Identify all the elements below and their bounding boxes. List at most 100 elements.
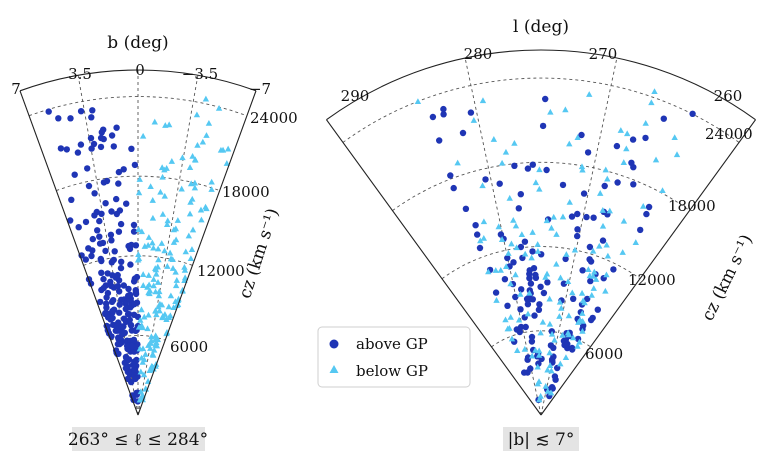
point-below-gp — [139, 132, 147, 139]
point-below-gp — [602, 287, 609, 294]
legend-marker-above — [329, 339, 339, 349]
arc-gridline — [56, 175, 220, 191]
point-below-gp — [596, 242, 603, 249]
right-angle-tick: 280 — [464, 45, 493, 63]
point-below-gp — [159, 312, 167, 319]
point-below-gp — [152, 341, 159, 348]
right-caption-box — [503, 427, 579, 451]
left-radius-tick: 18000 — [222, 183, 270, 201]
point-below-gp — [490, 136, 498, 142]
point-below-gp — [546, 295, 553, 302]
point-below-gp — [591, 268, 598, 275]
point-below-gp — [151, 118, 158, 125]
point-below-gp — [502, 148, 510, 155]
point-below-gp — [152, 335, 159, 342]
point-below-gp — [150, 351, 157, 358]
point-below-gp — [562, 354, 570, 361]
point-below-gp — [136, 396, 144, 403]
point-below-gp — [517, 290, 524, 297]
point-below-gp — [586, 272, 593, 279]
point-below-gp — [155, 256, 162, 263]
point-below-gp — [140, 371, 148, 378]
point-above-gp — [100, 179, 108, 186]
point-above-gp — [594, 306, 601, 313]
point-below-gp — [142, 351, 149, 357]
point-above-gp — [130, 348, 138, 355]
point-above-gp — [568, 213, 576, 220]
point-below-gp — [564, 329, 572, 336]
point-below-gp — [578, 163, 586, 170]
point-above-gp — [511, 162, 518, 169]
point-above-gp — [102, 200, 109, 207]
point-above-gp — [689, 110, 696, 118]
point-below-gp — [205, 119, 213, 126]
point-above-gp — [459, 129, 467, 137]
point-below-gp — [553, 260, 560, 267]
point-below-gp — [558, 304, 565, 311]
point-below-gp — [189, 226, 197, 233]
point-below-gp — [506, 194, 513, 201]
point-above-gp — [629, 136, 637, 143]
point-above-gp — [55, 115, 62, 122]
point-above-gp — [482, 176, 489, 183]
point-below-gp — [193, 111, 201, 118]
legend-frame — [317, 326, 471, 388]
point-above-gp — [57, 145, 65, 152]
point-below-gp — [574, 134, 581, 140]
point-above-gp — [472, 222, 479, 229]
point-below-gp — [169, 265, 177, 271]
point-above-gp — [517, 323, 525, 331]
point-below-gp — [506, 324, 513, 331]
point-above-gp — [97, 134, 105, 142]
point-above-gp — [521, 238, 529, 245]
point-below-gp — [534, 363, 541, 370]
point-below-gp — [640, 202, 647, 209]
point-below-gp — [202, 95, 210, 102]
point-below-gp — [566, 198, 573, 205]
point-below-gp — [569, 289, 576, 296]
point-below-gp — [673, 151, 681, 158]
point-below-gp — [198, 216, 205, 223]
point-below-gp — [470, 117, 478, 123]
point-below-gp — [642, 119, 649, 126]
point-above-gp — [128, 342, 136, 350]
point-below-gp — [199, 138, 207, 145]
point-below-gp — [564, 278, 572, 285]
point-below-gp — [163, 221, 171, 228]
point-below-gp — [159, 210, 167, 217]
point-above-gp — [74, 149, 82, 156]
point-above-gp — [126, 291, 134, 298]
point-below-gp — [619, 249, 626, 255]
point-above-gp — [116, 309, 123, 316]
point-below-gp — [548, 367, 555, 374]
point-above-gp — [98, 269, 105, 276]
point-above-gp — [526, 267, 533, 274]
point-below-gp — [147, 183, 154, 190]
point-above-gp — [82, 218, 90, 226]
point-below-gp — [174, 217, 182, 223]
point-below-gp — [551, 336, 558, 343]
point-below-gp — [544, 366, 551, 373]
point-below-gp — [535, 378, 543, 385]
point-below-gp — [136, 176, 143, 182]
point-below-gp — [170, 226, 178, 233]
point-below-gp — [514, 347, 521, 354]
point-below-gp — [579, 310, 586, 316]
point-below-gp — [144, 325, 151, 332]
point-below-gp — [191, 179, 199, 186]
point-below-gp — [586, 91, 593, 97]
wedge-outer-arc — [326, 49, 756, 121]
legend-label-above: above GP — [356, 335, 428, 353]
point-below-gp — [185, 232, 193, 239]
point-above-gp — [128, 145, 135, 152]
point-above-gp — [547, 342, 555, 349]
point-below-gp — [153, 311, 160, 318]
point-above-gp — [107, 231, 115, 238]
point-above-gp — [510, 259, 517, 266]
point-below-gp — [553, 231, 560, 237]
point-below-gp — [505, 250, 512, 256]
left-radius-tick: 12000 — [197, 262, 245, 280]
point-below-gp — [562, 106, 569, 113]
point-below-gp — [559, 213, 567, 220]
point-above-gp — [110, 297, 117, 304]
